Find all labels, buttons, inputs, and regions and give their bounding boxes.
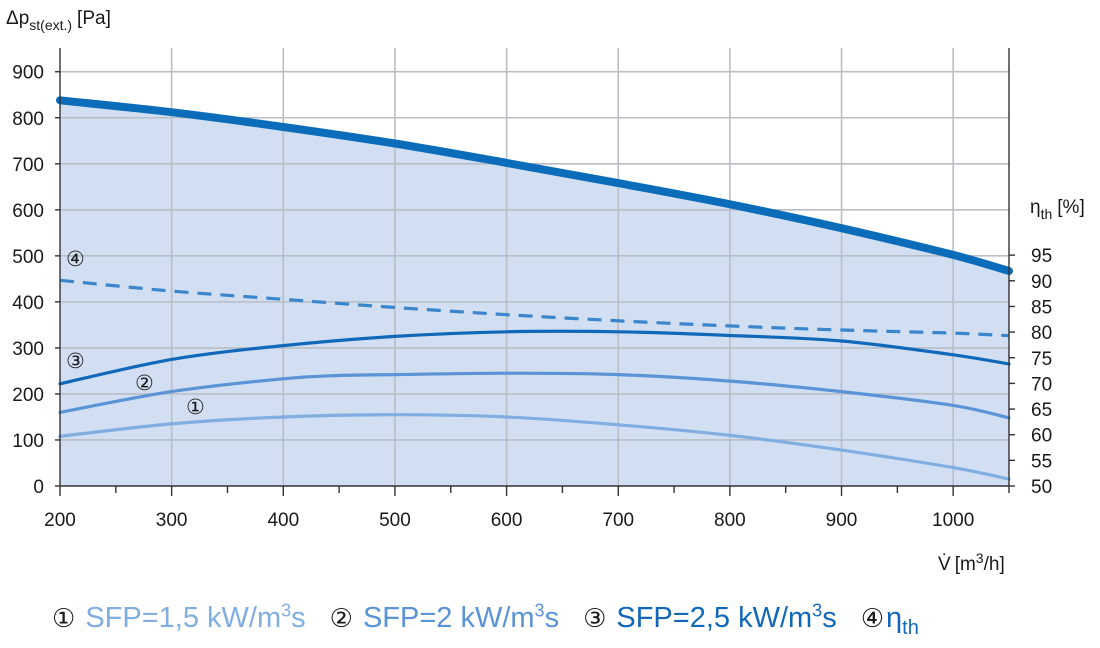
x-axis-title: V̇ [m3/h] [938,550,1005,575]
legend-item-eta-th: ④ ηth [860,601,919,639]
y-tick-label: 300 [12,339,44,360]
legend-label: ηth [886,601,919,639]
legend-symbol: ③ [583,603,607,634]
legend: ① SFP=1,5 kW/m3s ② SFP=2 kW/m3s ③ SFP=2,… [52,596,943,640]
operating-area [60,100,1009,487]
legend-label: SFP=1,5 kW/m3s [85,599,306,634]
series-line-2 [58,371,1011,420]
operating-area-fill [60,100,1009,487]
legend-label: SFP=2 kW/m3s [362,599,560,634]
y2-tick-label: 65 [1031,400,1052,421]
x-tick-label: 600 [491,510,523,531]
x-tick-label: 900 [826,510,858,531]
x-tick-label: 700 [602,510,634,531]
operating-limit-line [56,96,1013,275]
y2-tick-label: 85 [1031,297,1052,318]
y2-axis-title: ηth [%] [1030,197,1085,222]
y-tick-label: 700 [12,155,44,176]
series-marker-1: ① [186,395,205,419]
legend-symbol: ④ [860,603,884,634]
y-tick-label: 400 [12,293,44,314]
series-marker-2: ② [135,371,154,395]
x-tick-label: 300 [156,510,188,531]
y2-tick-label: 55 [1031,451,1052,472]
y-tick-label: 500 [12,247,44,268]
y-tick-label: 200 [12,385,44,406]
legend-item-sfp-2: ② SFP=2 kW/m3s [329,599,560,635]
y-tick-label: 800 [12,109,44,130]
y2-tick-label: 80 [1031,323,1052,344]
y2-tick-label: 50 [1031,477,1052,498]
tick-labels: 200 300 400 500 600 700 800 900 1000 0 100 200 300 40… [12,63,1052,531]
chart: 200 300 400 500 600 700 800 900 1000 0 100 200 300 40… [6,8,1085,575]
x-tick-label: 500 [379,510,411,531]
y2-tick-label: 90 [1031,272,1052,293]
y-tick-label: 600 [12,201,44,222]
y-tick-label: 0 [33,477,44,498]
series-line-3 [58,329,1011,386]
y2-tick-label: 75 [1031,349,1052,370]
y-tick-label: 900 [12,63,44,84]
x-tick-label: 200 [44,510,76,531]
y-axis-title: Δpst(ext.) [Pa] [6,8,111,33]
series-line-4 [59,278,1010,338]
legend-symbol: ① [52,603,76,634]
legend-item-sfp-1-5: ① SFP=1,5 kW/m3s [52,599,306,635]
x-tick-label: 800 [714,510,746,531]
axes [55,48,1015,496]
x-tick-label: 1000 [932,510,974,531]
y2-tick-label: 60 [1031,426,1052,447]
series-lines [56,96,1013,481]
series-line-1 [58,413,1011,481]
series-marker-3: ③ [66,349,85,373]
legend-item-sfp-2-5: ③ SFP=2,5 kW/m3s [583,599,837,635]
legend-symbol: ② [329,603,353,634]
x-tick-label: 400 [267,510,299,531]
series-marker-4: ④ [66,247,85,271]
y-tick-label: 100 [12,431,44,452]
y2-tick-label: 70 [1031,374,1052,395]
y2-tick-label: 95 [1031,246,1052,267]
legend-label: SFP=2,5 kW/m3s [616,599,837,634]
